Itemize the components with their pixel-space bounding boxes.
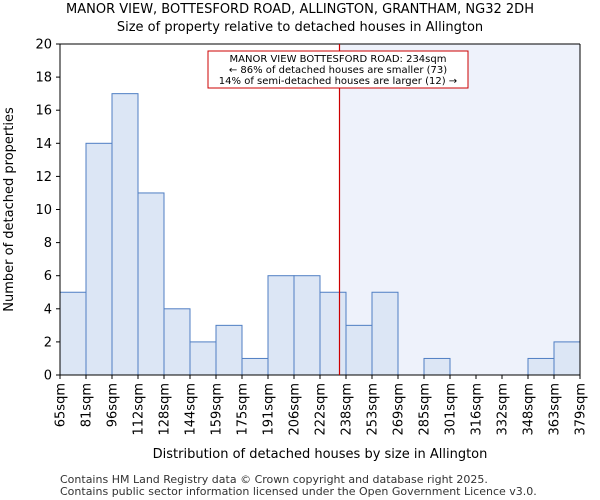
histogram-bar	[189, 341, 217, 376]
annotation-line: ← 86% of detached houses are smaller (73…	[229, 65, 447, 76]
x-tick-label: 253sqm	[366, 383, 381, 436]
y-tick-label: 20	[35, 38, 52, 53]
chart-title: MANOR VIEW, BOTTESFORD ROAD, ALLINGTON, …	[66, 2, 534, 17]
histogram-bar	[111, 93, 139, 376]
histogram-bar	[241, 357, 269, 376]
x-tick-label: 128sqm	[158, 383, 173, 436]
x-tick-label: 269sqm	[392, 383, 407, 436]
x-tick-label: 159sqm	[210, 383, 225, 436]
histogram-bar	[59, 291, 87, 376]
histogram-bar	[267, 275, 295, 376]
y-tick-label: 0	[44, 369, 52, 384]
x-tick-label: 379sqm	[574, 383, 589, 436]
x-tick-label: 144sqm	[184, 383, 199, 436]
histogram-bar	[293, 275, 321, 376]
histogram-bar	[85, 142, 113, 376]
x-axis-label: Distribution of detached houses by size …	[153, 447, 488, 462]
x-tick-label: 112sqm	[132, 383, 147, 436]
x-tick-label: 65sqm	[54, 383, 69, 427]
x-tick-label: 238sqm	[340, 383, 355, 436]
x-tick-label: 301sqm	[444, 383, 459, 436]
histogram-bar	[423, 357, 451, 376]
y-tick-label: 8	[44, 236, 52, 251]
x-tick-label: 191sqm	[262, 383, 277, 436]
footer-line-1: Contains HM Land Registry data © Crown c…	[60, 473, 488, 486]
histogram-bar	[371, 291, 399, 376]
x-tick-label: 348sqm	[522, 383, 537, 436]
x-tick-label: 316sqm	[470, 383, 485, 436]
histogram-bar	[319, 291, 347, 376]
x-tick-label: 175sqm	[236, 383, 251, 436]
histogram-bar	[163, 308, 191, 376]
annotation-box	[207, 50, 469, 89]
footer-line-2: Contains public sector information licen…	[60, 485, 537, 498]
y-tick-label: 16	[35, 104, 52, 119]
x-tick-label: 363sqm	[548, 383, 563, 436]
y-tick-label: 10	[35, 203, 52, 218]
x-tick-label: 285sqm	[418, 383, 433, 436]
chart-subtitle: Size of property relative to detached ho…	[116, 20, 484, 35]
x-tick-label: 332sqm	[496, 383, 511, 436]
x-tick-label: 81sqm	[80, 383, 95, 427]
histogram-bar	[345, 324, 373, 376]
histogram-bar	[137, 192, 165, 376]
x-tick-label: 222sqm	[314, 383, 329, 436]
annotation-line: MANOR VIEW BOTTESFORD ROAD: 234sqm	[230, 54, 447, 65]
x-tick-label: 96sqm	[106, 383, 121, 427]
y-tick-label: 12	[35, 170, 52, 185]
x-tick-label: 206sqm	[288, 383, 303, 436]
y-axis-label: Number of detached properties	[2, 107, 17, 312]
y-tick-label: 4	[44, 302, 52, 317]
y-tick-label: 2	[44, 335, 52, 350]
histogram-bar	[215, 324, 243, 376]
histogram-bar	[553, 341, 581, 376]
histogram-bar	[527, 357, 555, 376]
y-tick-label: 6	[44, 269, 52, 284]
annotation-line: 14% of semi-detached houses are larger (…	[219, 76, 457, 87]
y-tick-label: 18	[35, 71, 52, 86]
y-tick-label: 14	[35, 137, 52, 152]
